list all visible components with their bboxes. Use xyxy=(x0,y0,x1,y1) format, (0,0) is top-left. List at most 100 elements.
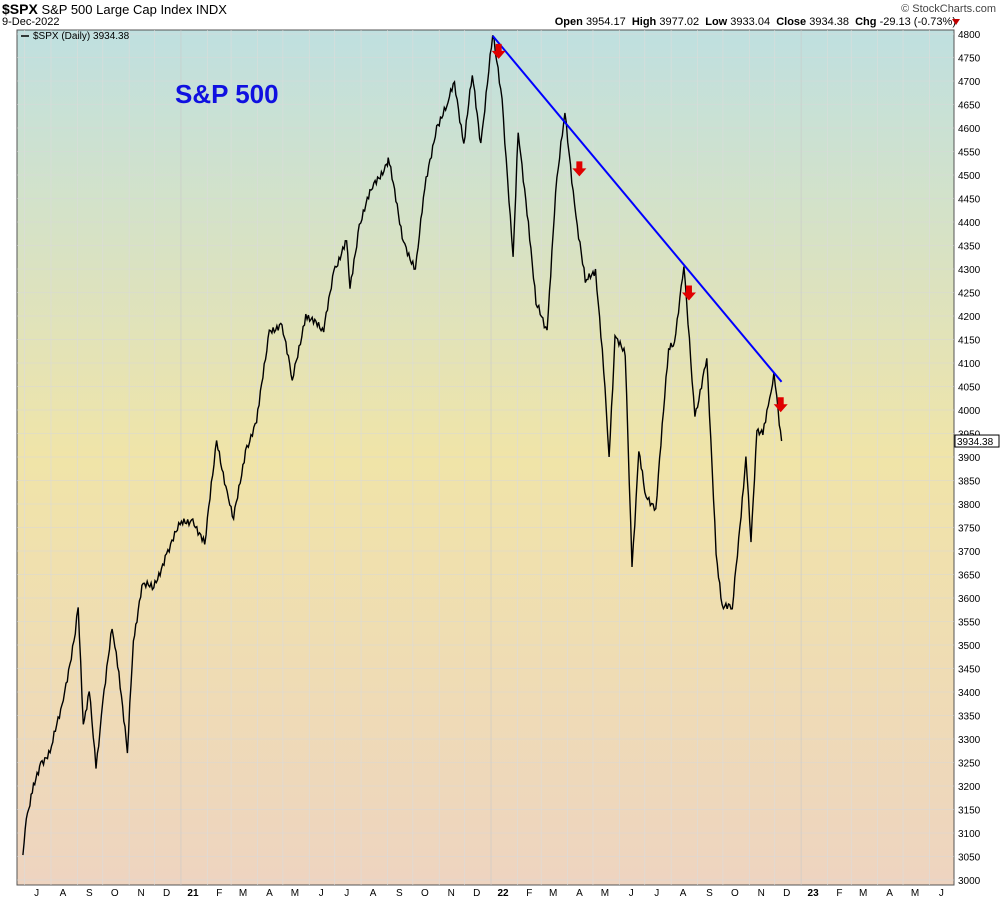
down-arrow-icon xyxy=(491,43,506,59)
x-tick-label: M xyxy=(549,888,557,899)
y-tick-label: 4250 xyxy=(958,289,981,300)
resistance-trendline xyxy=(491,35,783,383)
y-tick-label: 4350 xyxy=(958,242,981,253)
last-price-label: 3934.38 xyxy=(957,437,994,448)
price-line xyxy=(22,35,783,856)
y-tick-label: 4200 xyxy=(958,312,981,323)
x-tick-label: J xyxy=(654,888,659,899)
x-tick-label: A xyxy=(266,888,273,899)
y-tick-label: 4150 xyxy=(958,336,981,347)
high-label: High xyxy=(631,16,657,28)
x-tick-label: A xyxy=(576,888,583,899)
x-tick-label: O xyxy=(111,888,119,899)
x-tick-label: S xyxy=(396,888,403,899)
down-arrow-icon xyxy=(773,397,788,413)
y-tick-label: 4550 xyxy=(958,148,981,159)
x-tick-label: S xyxy=(706,888,713,899)
x-tick-label: M xyxy=(291,888,299,899)
y-tick-label: 3500 xyxy=(958,641,981,652)
x-tick-label: A xyxy=(680,888,687,899)
y-tick-label: 3800 xyxy=(958,500,981,511)
x-tick-label: A xyxy=(60,888,67,899)
down-triangle-icon xyxy=(952,19,960,25)
x-tick-label: A xyxy=(370,888,377,899)
x-tick-label: S xyxy=(86,888,93,899)
x-tick-label: D xyxy=(473,888,480,899)
y-tick-label: 3400 xyxy=(958,688,981,699)
x-tick-label: F xyxy=(526,888,532,899)
chart-title: $SPX S&P 500 Large Cap Index INDX xyxy=(2,1,227,17)
x-tick-label: M xyxy=(239,888,247,899)
y-tick-label: 3700 xyxy=(958,547,981,558)
x-tick-label: O xyxy=(421,888,429,899)
x-tick-label: N xyxy=(758,888,765,899)
x-tick-label: 21 xyxy=(187,888,199,899)
open-value: 3954.17 xyxy=(585,16,626,28)
high-value: 3977.02 xyxy=(659,16,700,28)
x-tick-label: N xyxy=(138,888,145,899)
down-arrow-icon xyxy=(681,285,696,301)
y-tick-label: 3750 xyxy=(958,524,981,535)
ohlc-stats: Open 3954.17 High 3977.02 Low 3933.04 Cl… xyxy=(555,16,956,28)
y-tick-label: 4700 xyxy=(958,77,981,88)
open-label: Open xyxy=(554,16,583,28)
y-tick-label: 4450 xyxy=(958,195,981,206)
y-tick-label: 4500 xyxy=(958,171,981,182)
y-tick-label: 3650 xyxy=(958,571,981,582)
low-value: 3933.04 xyxy=(730,16,771,28)
low-label: Low xyxy=(705,16,728,28)
y-tick-label: 4750 xyxy=(958,54,981,65)
x-tick-label: A xyxy=(886,888,893,899)
x-tick-label: F xyxy=(836,888,842,899)
y-tick-label: 3550 xyxy=(958,618,981,629)
exchange: INDX xyxy=(195,2,227,17)
chg-value: -29.13 (-0.73%) xyxy=(879,16,956,28)
x-axis: J A S O N D 21 F M A M J J A S O N D 22 F M A M J J A S O N D 23 F M A M J xyxy=(34,888,944,899)
x-tick-label: M xyxy=(911,888,919,899)
y-tick-label: 3450 xyxy=(958,665,981,676)
x-tick-label: O xyxy=(731,888,739,899)
close-value: 3934.38 xyxy=(809,16,849,28)
y-tick-label: 4100 xyxy=(958,359,981,370)
y-tick-label: 4400 xyxy=(958,218,981,229)
y-tick-label: 4800 xyxy=(958,30,981,41)
y-tick-label: 3350 xyxy=(958,712,981,723)
y-tick-label: 3200 xyxy=(958,782,981,793)
y-tick-label: 4300 xyxy=(958,265,981,276)
chart-annotation: S&P 500 xyxy=(175,79,279,109)
plot-background xyxy=(16,29,955,886)
x-tick-label: M xyxy=(859,888,867,899)
brand-label[interactable]: © StockCharts.com xyxy=(901,3,996,15)
y-tick-label: 4050 xyxy=(958,383,981,394)
y-tick-label: 3150 xyxy=(958,806,981,817)
index-name: S&P 500 Large Cap Index xyxy=(41,2,193,17)
x-tick-label: 22 xyxy=(497,888,509,899)
x-tick-label: J xyxy=(939,888,944,899)
x-tick-label: 23 xyxy=(808,888,820,899)
y-tick-label: 3250 xyxy=(958,759,981,770)
x-tick-label: J xyxy=(344,888,349,899)
close-label: Close xyxy=(776,16,807,28)
y-tick-label: 3850 xyxy=(958,477,981,488)
x-tick-label: J xyxy=(319,888,324,899)
x-tick-label: D xyxy=(783,888,790,899)
chart-date: 9-Dec-2022 xyxy=(2,16,60,28)
y-tick-label: 3900 xyxy=(958,453,981,464)
y-tick-label: 3050 xyxy=(958,853,981,864)
y-tick-label: 4000 xyxy=(958,406,981,417)
x-tick-label: J xyxy=(629,888,634,899)
y-tick-label: 3600 xyxy=(958,594,981,605)
symbol: $SPX xyxy=(2,1,38,17)
y-tick-label: 4650 xyxy=(958,101,981,112)
y-axis: 3000 3050 3100 3150 3200 3250 3300 3350 3400 3450… xyxy=(958,30,981,887)
y-tick-label: 3300 xyxy=(958,735,981,746)
legend-label: $SPX (Daily) 3934.38 xyxy=(33,31,130,42)
x-tick-label: F xyxy=(216,888,222,899)
chg-label: Chg xyxy=(855,16,877,28)
y-tick-label: 4600 xyxy=(958,124,981,135)
y-tick-label: 3100 xyxy=(958,829,981,840)
sell-arrows xyxy=(491,43,788,413)
x-tick-label: J xyxy=(34,888,39,899)
x-tick-label: N xyxy=(448,888,455,899)
